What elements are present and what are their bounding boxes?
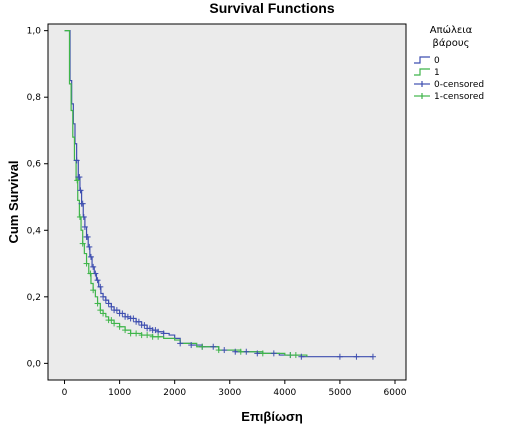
censor-mark-0 (254, 350, 261, 357)
censor-mark-1 (76, 213, 83, 220)
censor-mark-1 (127, 330, 134, 337)
censor-mark-0 (160, 330, 167, 337)
legend-label: 0-censored (434, 80, 484, 90)
censor-mark-0 (113, 307, 120, 314)
censor-mark-1 (133, 330, 140, 337)
censor-mark-1 (97, 307, 104, 314)
y-tick-label: 0,6 (27, 160, 42, 170)
legend-label: 1 (434, 68, 440, 78)
plot-area (47, 23, 407, 381)
legend-title-line-2: βάρους (432, 37, 469, 49)
y-tick-label: 1,0 (27, 27, 42, 37)
legend-title-line-1: Απώλεια (430, 24, 473, 36)
censor-mark-0 (177, 340, 184, 347)
censor-mark-0 (81, 223, 88, 230)
legend-item: 0-censored (414, 80, 484, 90)
censor-mark-1 (90, 287, 97, 294)
censor-mark-0 (353, 353, 360, 360)
censor-marks (73, 157, 376, 360)
censor-mark-1 (287, 352, 294, 359)
censor-mark-1 (94, 300, 101, 307)
censor-mark-0 (243, 348, 250, 355)
x-tick-label: 1000 (108, 388, 131, 398)
censor-mark-0 (221, 347, 228, 354)
y-tick-label: 0,4 (27, 226, 42, 236)
censor-mark-1 (199, 343, 206, 350)
censor-mark-0 (94, 277, 101, 284)
y-axis-label: Cum Survival (6, 160, 21, 243)
legend-line-swatch (414, 56, 430, 64)
censor-mark-0 (77, 187, 84, 194)
legend-item: 1 (414, 68, 440, 78)
y-axis: 0,0 0,2 0,4 0,6 0,8 1,0 (27, 27, 48, 369)
x-tick-label: 6000 (384, 388, 407, 398)
censor-mark-0 (105, 300, 112, 307)
censor-mark-1 (155, 333, 162, 340)
censor-mark-1 (116, 323, 123, 330)
censor-mark-0 (119, 310, 126, 317)
x-tick-label: 2000 (163, 388, 186, 398)
censor-mark-0 (102, 297, 109, 304)
legend: Απώλεια βάρους 0 1 0-censored 1-censored (414, 24, 484, 102)
censor-mark-1 (122, 327, 129, 334)
censor-mark-1 (74, 177, 81, 184)
censor-mark-0 (141, 322, 148, 329)
censor-mark-1 (215, 347, 222, 354)
x-tick-label: 4000 (273, 388, 296, 398)
y-tick-label: 0,2 (27, 293, 41, 303)
censor-mark-0 (100, 293, 107, 300)
censor-mark-0 (108, 303, 115, 310)
censor-mark-0 (90, 263, 97, 270)
censor-mark-0 (130, 315, 137, 322)
censor-mark-1 (100, 310, 107, 317)
censor-mark-0 (84, 233, 91, 240)
x-tick-label: 0 (62, 388, 68, 398)
y-tick-label: 0,0 (27, 359, 42, 369)
x-axis: 0 1000 2000 3000 4000 5000 6000 (62, 380, 407, 398)
censor-mark-1 (292, 352, 299, 359)
censor-mark-1 (138, 332, 145, 339)
censor-mark-0 (298, 353, 305, 360)
censor-mark-1 (111, 320, 118, 327)
censor-mark-0 (188, 342, 195, 349)
legend-line-swatch (414, 68, 430, 76)
censor-mark-0 (73, 157, 80, 164)
censor-mark-1 (108, 317, 115, 324)
y-tick-label: 0,8 (27, 93, 42, 103)
censor-mark-0 (87, 253, 94, 260)
censor-mark-1 (149, 333, 156, 340)
censor-mark-0 (232, 348, 239, 355)
legend-item: 1-censored (414, 92, 484, 102)
censor-mark-0 (86, 243, 93, 250)
censor-mark-0 (76, 174, 83, 181)
censor-mark-0 (135, 318, 142, 325)
censor-mark-0 (210, 343, 217, 350)
x-tick-label: 3000 (218, 388, 241, 398)
censor-mark-1 (83, 260, 90, 267)
censor-mark-1 (259, 350, 266, 357)
legend-label: 0 (434, 56, 440, 66)
censor-mark-0 (79, 200, 86, 207)
legend-label: 1-censored (434, 92, 484, 102)
censor-mark-0 (336, 353, 343, 360)
censor-mark-0 (369, 353, 376, 360)
censor-mark-0 (270, 350, 277, 357)
censor-mark-1 (79, 240, 86, 247)
legend-item: 0 (414, 56, 440, 66)
censor-mark-1 (237, 348, 244, 355)
x-axis-label: Επιβίωση (241, 409, 303, 424)
x-tick-label: 5000 (328, 388, 351, 398)
chart-title: Survival Functions (209, 0, 334, 16)
censor-mark-1 (87, 270, 94, 277)
censor-mark-1 (144, 332, 151, 339)
censor-mark-0 (97, 283, 104, 290)
